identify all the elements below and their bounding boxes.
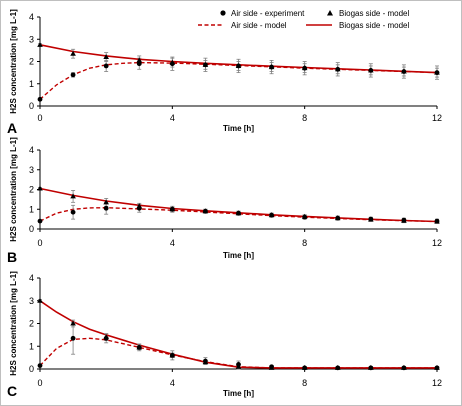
y-tick-label: 4 [29, 145, 34, 155]
series-air-experiment-point [401, 365, 407, 371]
panel-label: B [7, 249, 17, 265]
series-air-experiment-point [136, 344, 142, 350]
y-tick-label: 3 [29, 34, 34, 44]
y-axis-label: H2S concentration [mg L-1] [9, 137, 18, 242]
series-air-experiment-point [70, 335, 76, 341]
series-air-experiment-point [37, 96, 43, 102]
y-tick-label: 3 [29, 296, 34, 306]
x-tick-label: 4 [170, 113, 175, 123]
legend-air-experiment-marker [220, 10, 226, 16]
y-tick-label: 2 [29, 185, 34, 195]
series-air-experiment-point [236, 210, 241, 216]
series-biogas-point [70, 320, 76, 326]
legend-biogas-model-label: Biogas side - model [339, 21, 409, 30]
y-tick-label: 1 [29, 79, 34, 89]
series-air-experiment-point [302, 214, 308, 220]
series-air-experiment-point [434, 365, 440, 371]
series-air-experiment-point [335, 215, 341, 221]
series-air-experiment-point [368, 68, 374, 73]
series-air-experiment-point [70, 209, 76, 215]
x-tick-label: 8 [302, 378, 307, 388]
series-air-experiment-point [434, 218, 440, 224]
x-tick-label: 4 [170, 378, 175, 388]
series-air-experiment-point [335, 365, 341, 371]
series-air-experiment-point [169, 352, 175, 358]
series-biogas-point [70, 193, 76, 199]
x-tick-label: 4 [170, 238, 175, 248]
x-tick-label: 0 [37, 113, 42, 123]
y-tick-label: 4 [29, 273, 34, 283]
series-air-model-line [39, 206, 438, 223]
series-air-experiment-point [203, 358, 208, 364]
y-tick-label: 1 [29, 204, 34, 214]
x-tick-label: 12 [432, 238, 442, 248]
series-biogas-point [103, 54, 109, 60]
series-air-experiment-point [37, 218, 43, 224]
series-air-experiment-point [103, 205, 109, 211]
series-air-experiment-point [203, 208, 208, 214]
series-air-experiment-point [401, 217, 407, 223]
x-tick-label: 12 [432, 378, 442, 388]
series-air-experiment-point [37, 363, 43, 368]
series-biogas-point [37, 41, 43, 47]
legend-air-model-label: Air side - model [231, 21, 287, 30]
y-tick-label: 0 [29, 364, 34, 374]
y-tick-label: 0 [29, 101, 34, 111]
x-tick-label: 0 [37, 238, 42, 248]
y-axis-label: H2S concentration [mg L-1] [9, 271, 18, 376]
series-air-experiment-point [236, 63, 241, 69]
series-air-experiment-point [401, 69, 407, 74]
series-air-experiment-point [269, 364, 274, 370]
series-air-experiment-point [236, 362, 241, 367]
y-tick-label: 3 [29, 165, 34, 175]
y-tick-label: 0 [29, 224, 34, 234]
series-air-experiment-point [136, 205, 142, 211]
series-biogas-point [37, 297, 43, 303]
x-axis-label: Time [h] [223, 124, 254, 133]
series-air-experiment-point [169, 206, 175, 212]
series-air-experiment-point [368, 365, 374, 371]
series-air-experiment-point [269, 64, 274, 70]
series-air-experiment-point [302, 365, 308, 371]
series-biogas-point [37, 185, 43, 191]
series-air-experiment-point [203, 62, 208, 68]
x-axis-label: Time [h] [223, 389, 254, 398]
x-tick-label: 8 [302, 238, 307, 248]
series-air-experiment-point [103, 335, 109, 341]
legend-biogas-marker-label: Biogas side - model [339, 9, 409, 18]
legend-air-experiment-label: Air side - experiment [231, 9, 305, 18]
x-tick-label: 0 [37, 378, 42, 388]
legend-biogas-marker-icon [327, 10, 333, 16]
legend: Air side - experiment Biogas side - model… [198, 9, 409, 30]
series-air-experiment-point [136, 61, 142, 67]
series-air-experiment-point [103, 63, 109, 69]
x-tick-label: 12 [432, 113, 442, 123]
series-air-experiment-point [335, 66, 341, 72]
x-tick-label: 8 [302, 113, 307, 123]
series-biogas-point [103, 199, 109, 205]
y-tick-label: 2 [29, 57, 34, 67]
panel-label: A [7, 120, 17, 136]
series-air-model-line [39, 61, 438, 100]
series-biogas-point [70, 50, 76, 56]
y-tick-label: 2 [29, 319, 34, 329]
panel-label: C [7, 383, 17, 399]
series-air-experiment-point [368, 216, 374, 222]
y-axis-label: H2S concentration [mg L-1] [9, 9, 18, 114]
series-air-experiment-point [169, 61, 175, 67]
y-tick-label: 4 [29, 12, 34, 22]
x-axis-label: Time [h] [223, 251, 254, 260]
series-air-experiment-point [302, 65, 308, 71]
series-air-experiment-point [434, 70, 440, 76]
series-biogas-point [136, 57, 143, 63]
series-air-experiment-point [70, 72, 76, 78]
series-air-experiment-point [269, 212, 274, 218]
y-tick-label: 1 [29, 341, 34, 351]
